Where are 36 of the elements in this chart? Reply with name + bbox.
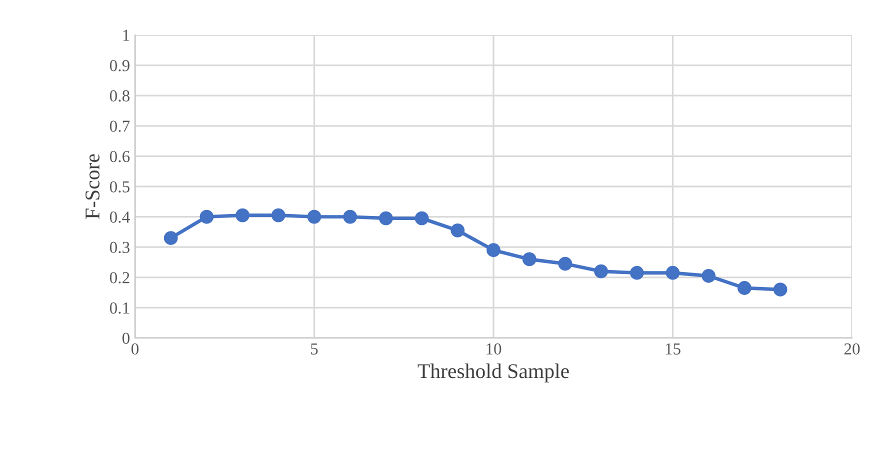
y-tick-label: 0.3 (110, 242, 130, 254)
y-tick-label: 0.2 (110, 272, 130, 284)
y-tick-label: 0.9 (110, 60, 130, 72)
point (164, 231, 178, 245)
point (773, 282, 788, 296)
y-tick-label: 0.4 (110, 212, 130, 223)
x-tick-label: 10 (486, 343, 502, 355)
y-tick-label: 0 (122, 332, 130, 344)
y-tick-label: 0.6 (110, 150, 130, 162)
y-axis-title: F-Score (86, 154, 100, 219)
point (738, 281, 752, 295)
point (486, 243, 500, 258)
y-tick-label: 0.8 (110, 90, 130, 102)
point (236, 208, 250, 222)
y-tick-label: 0.7 (110, 120, 130, 132)
x-axis-title: Threshold Sample (418, 364, 569, 382)
point (558, 256, 572, 271)
point (594, 264, 608, 278)
point (450, 223, 465, 238)
point (666, 266, 680, 280)
x-tick-label: 0 (131, 343, 139, 355)
y-tick-label: 0.1 (110, 302, 130, 314)
point (630, 266, 644, 280)
point (200, 210, 214, 224)
x-tick-label: 20 (844, 343, 860, 355)
point (522, 252, 536, 266)
x-tick-label: 15 (666, 343, 680, 355)
point (702, 268, 716, 283)
point (307, 210, 322, 224)
x-tick-label: 5 (311, 344, 318, 355)
point (379, 211, 393, 226)
point (414, 211, 429, 226)
y-tick-label: 1 (123, 30, 130, 41)
point (343, 210, 358, 224)
y-tick-label: 0.5 (110, 181, 130, 193)
point (271, 208, 286, 222)
